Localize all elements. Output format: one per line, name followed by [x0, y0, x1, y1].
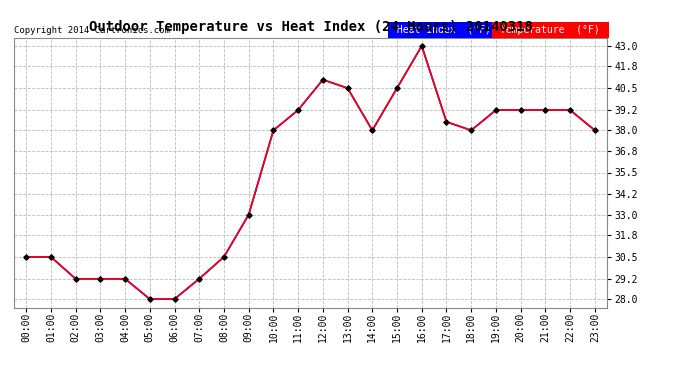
- Text: Copyright 2014 Cartronics.com: Copyright 2014 Cartronics.com: [14, 26, 170, 35]
- Text: Temperature  (°F): Temperature (°F): [495, 25, 606, 35]
- Title: Outdoor Temperature vs Heat Index (24 Hours) 20140318: Outdoor Temperature vs Heat Index (24 Ho…: [88, 20, 533, 33]
- Text: Heat Index  (°F): Heat Index (°F): [391, 25, 496, 35]
